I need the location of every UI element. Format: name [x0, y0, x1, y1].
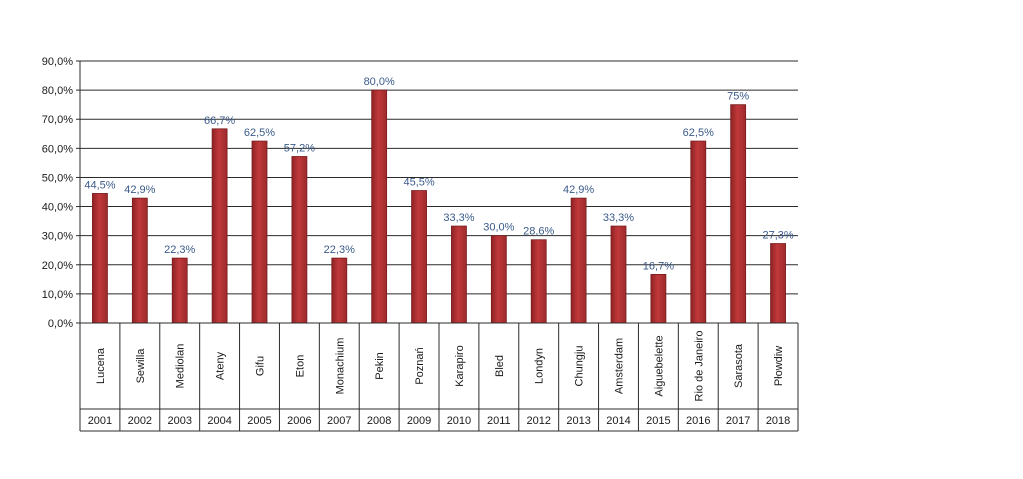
data-label: 42,9%	[563, 184, 594, 196]
bar	[251, 140, 268, 324]
x-category-label: Lucena	[95, 347, 107, 384]
bar	[131, 197, 148, 324]
x-year-label: 2017	[726, 415, 750, 427]
y-tick-label: 80,0%	[42, 85, 73, 97]
x-year-label: 2011	[487, 415, 511, 427]
category-table: Lucena 2001 Sewilla 2002 Mediolan 2003 Ateny 20…	[79, 322, 799, 432]
x-category-label: Sewilla	[135, 348, 147, 384]
data-label: 33,3%	[603, 212, 634, 224]
x-category-label: Płowdiw	[773, 346, 785, 386]
data-label: 27,3%	[762, 230, 793, 242]
data-label: 57,2%	[284, 142, 315, 154]
x-year-label: 2013	[566, 415, 590, 427]
x-year-label: 2004	[207, 415, 231, 427]
x-category-label: Karapiro	[454, 345, 466, 387]
x-year-label: 2002	[128, 415, 152, 427]
data-label: 30,0%	[483, 222, 514, 234]
bar	[650, 273, 667, 324]
x-year-label: 2008	[367, 415, 391, 427]
bar	[171, 257, 188, 324]
data-label: 45,5%	[403, 177, 434, 189]
x-year-label: 2014	[606, 415, 630, 427]
bar	[490, 235, 507, 324]
x-year-label: 2016	[686, 415, 710, 427]
x-category-label: Poznań	[414, 347, 426, 384]
y-axis: 0,0% 10,0% 20,0% 30,0% 40,0% 50,0% 60,0% 70,0% 8…	[42, 56, 81, 330]
data-label: 16,7%	[643, 260, 674, 272]
x-year-label: 2001	[88, 415, 112, 427]
data-label: 62,5%	[683, 127, 714, 139]
data-label: 33,3%	[443, 212, 474, 224]
x-category-label: Monachium	[334, 338, 346, 395]
y-tick-label: 50,0%	[42, 172, 73, 184]
y-tick-label: 40,0%	[42, 202, 73, 214]
gridlines	[80, 60, 798, 324]
y-tick-label: 90,0%	[42, 56, 73, 68]
bar	[291, 156, 308, 324]
y-tick-label: 30,0%	[42, 231, 73, 243]
data-label: 22,3%	[324, 244, 355, 256]
bar	[411, 190, 427, 324]
x-category-label: Bled	[494, 355, 506, 377]
data-labels: 44,5% 42,9% 22,3% 66,7% 62,5% 57,2% 22,3% 80,0%…	[84, 76, 794, 272]
x-category-label: Amsterdam	[614, 338, 626, 394]
y-tick-label: 60,0%	[42, 143, 73, 155]
bar	[211, 128, 228, 324]
x-year-label: 2012	[526, 415, 550, 427]
x-year-label: 2018	[766, 415, 790, 427]
x-category-label: Gifu	[255, 356, 267, 376]
bar	[570, 197, 587, 324]
x-category-label: Londyn	[534, 348, 546, 384]
data-label: 42,9%	[124, 184, 155, 196]
data-label: 80,0%	[364, 76, 395, 88]
bar	[451, 225, 467, 324]
x-category-label: Pekin	[374, 352, 386, 380]
x-year-label: 2015	[646, 415, 670, 427]
data-label: 75%	[727, 91, 749, 103]
data-label: 62,5%	[244, 127, 275, 139]
bar	[730, 104, 747, 324]
x-year-label: 2005	[247, 415, 271, 427]
y-tick-label: 70,0%	[42, 114, 73, 126]
x-category-label: Mediolan	[175, 344, 187, 389]
x-category-label: Eton	[294, 355, 306, 378]
x-category-label: Aiguebelette	[653, 335, 665, 396]
x-year-label: 2003	[167, 415, 191, 427]
bar	[530, 239, 547, 324]
x-category-label: Ateny	[215, 351, 227, 380]
x-year-label: 2009	[407, 415, 431, 427]
y-tick-label: 10,0%	[42, 289, 73, 301]
x-category-label: Chungju	[574, 346, 586, 387]
data-label: 28,6%	[523, 226, 554, 238]
x-category-label: Sarasota	[733, 343, 745, 388]
data-label: 66,7%	[204, 115, 235, 127]
y-tick-label: 20,0%	[42, 260, 73, 272]
bar	[92, 193, 108, 324]
bar	[770, 243, 786, 324]
bar	[371, 89, 388, 324]
x-category-label: Rio de Janeiro	[693, 331, 705, 402]
bar	[331, 257, 348, 324]
data-label: 44,5%	[84, 179, 115, 191]
x-year-label: 2010	[447, 415, 471, 427]
bar	[610, 225, 627, 324]
data-label: 22,3%	[164, 244, 195, 256]
x-year-label: 2007	[327, 415, 351, 427]
x-year-label: 2006	[287, 415, 311, 427]
bar	[690, 140, 707, 324]
y-tick-label: 0,0%	[48, 318, 73, 330]
